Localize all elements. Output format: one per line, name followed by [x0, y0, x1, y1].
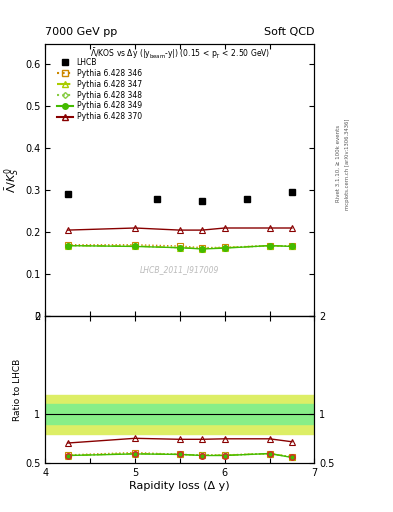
Text: Rivet 3.1.10, ≥ 100k events: Rivet 3.1.10, ≥ 100k events: [336, 125, 341, 202]
Text: $\bar{\Lambda}$/KOS vs $\Delta$y (|y$_{\rm beam}$-y|) (0.15 < p$_{\rm T}$ < 2.50: $\bar{\Lambda}$/KOS vs $\Delta$y (|y$_{\…: [90, 46, 270, 61]
Y-axis label: Ratio to LHCB: Ratio to LHCB: [13, 358, 22, 421]
X-axis label: Rapidity loss (Δ y): Rapidity loss (Δ y): [129, 481, 230, 491]
Text: mcplots.cern.ch [arXiv:1306.3436]: mcplots.cern.ch [arXiv:1306.3436]: [345, 118, 350, 209]
Bar: [45, 404, 314, 424]
Text: LHCB_2011_I917009: LHCB_2011_I917009: [140, 265, 219, 274]
Bar: [45, 395, 314, 434]
Text: 7000 GeV pp: 7000 GeV pp: [45, 27, 118, 37]
Legend: LHCB, Pythia 6.428 346, Pythia 6.428 347, Pythia 6.428 348, Pythia 6.428 349, Py: LHCB, Pythia 6.428 346, Pythia 6.428 347…: [54, 55, 144, 123]
Y-axis label: $\bar{\Lambda}/K^0_S$: $\bar{\Lambda}/K^0_S$: [3, 167, 22, 193]
Text: Soft QCD: Soft QCD: [264, 27, 314, 37]
